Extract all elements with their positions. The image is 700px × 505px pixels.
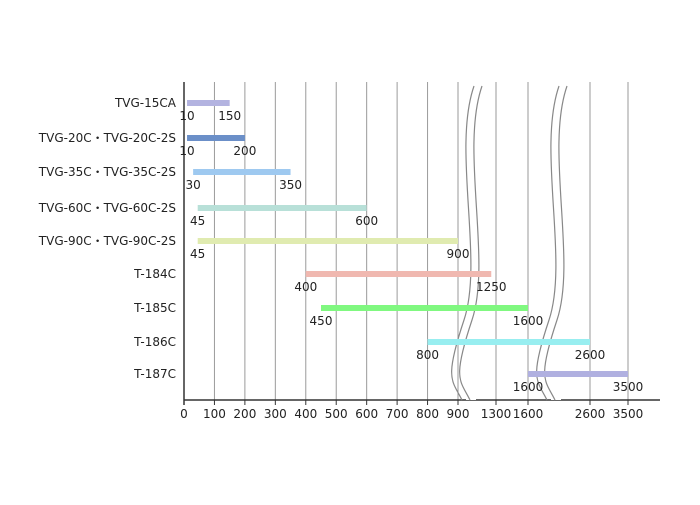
max-value-label-9: 3500 <box>613 380 644 394</box>
x-tick-label-1300: 1300 <box>481 407 512 421</box>
x-tick-label-400: 400 <box>294 407 317 421</box>
x-tick-label-900: 900 <box>447 407 470 421</box>
category-label-6: T-184C <box>133 267 176 281</box>
range-bar-1 <box>187 100 230 106</box>
x-tick-label-1600: 1600 <box>513 407 544 421</box>
axis-break-line-b-2 <box>544 85 568 401</box>
x-tick-label-200: 200 <box>233 407 256 421</box>
range-bar-6 <box>305 271 492 277</box>
min-value-label-1: 10 <box>179 109 194 123</box>
max-value-label-7: 1600 <box>513 314 544 328</box>
range-bar-9 <box>528 371 628 377</box>
min-value-label-5: 45 <box>190 247 205 261</box>
category-label-5: TVG-90C・TVG-90C-2S <box>38 234 176 248</box>
x-tick-label-3500: 3500 <box>613 407 644 421</box>
category-label-7: T-185C <box>133 301 176 315</box>
x-tick-label-0: 0 <box>180 407 188 421</box>
max-value-label-1: 150 <box>218 109 241 123</box>
category-label-1: TVG-15CA <box>114 96 177 110</box>
max-value-label-5: 900 <box>447 247 470 261</box>
x-tick-label-800: 800 <box>416 407 439 421</box>
axis-break-line-b-1 <box>459 85 483 401</box>
x-tick-label-500: 500 <box>325 407 348 421</box>
axis-break-gap-2 <box>551 86 561 400</box>
max-value-label-4: 600 <box>355 214 378 228</box>
axis-break-line-a-1 <box>451 85 475 401</box>
min-value-label-4: 45 <box>190 214 205 228</box>
category-label-2: TVG-20C・TVG-20C-2S <box>38 131 176 145</box>
category-label-3: TVG-35C・TVG-35C-2S <box>38 165 176 179</box>
x-tick-label-700: 700 <box>386 407 409 421</box>
min-value-label-7: 450 <box>310 314 333 328</box>
x-tick-label-100: 100 <box>203 407 226 421</box>
min-value-label-9: 1600 <box>513 380 544 394</box>
x-tick-label-300: 300 <box>264 407 287 421</box>
x-tick-label-600: 600 <box>355 407 378 421</box>
category-label-9: T-187C <box>133 367 176 381</box>
x-tick-label-2600: 2600 <box>575 407 606 421</box>
min-value-label-8: 800 <box>416 348 439 362</box>
axis-break-line-a-2 <box>536 85 560 401</box>
range-bar-5 <box>197 238 458 244</box>
range-bar-4 <box>197 205 367 211</box>
axis-break-gap-1 <box>466 86 476 400</box>
min-value-label-2: 10 <box>179 144 194 158</box>
category-label-8: T-186C <box>133 335 176 349</box>
range-bar-2 <box>187 135 245 141</box>
min-value-label-3: 30 <box>185 178 200 192</box>
max-value-label-3: 350 <box>279 178 302 192</box>
min-value-label-6: 400 <box>294 280 317 294</box>
range-bar-3 <box>193 169 291 175</box>
range-bar-8 <box>427 339 590 345</box>
max-value-label-2: 200 <box>233 144 256 158</box>
max-value-label-6: 1250 <box>476 280 507 294</box>
range-bar-7 <box>321 305 528 311</box>
max-value-label-8: 2600 <box>575 348 606 362</box>
category-label-4: TVG-60C・TVG-60C-2S <box>38 201 176 215</box>
